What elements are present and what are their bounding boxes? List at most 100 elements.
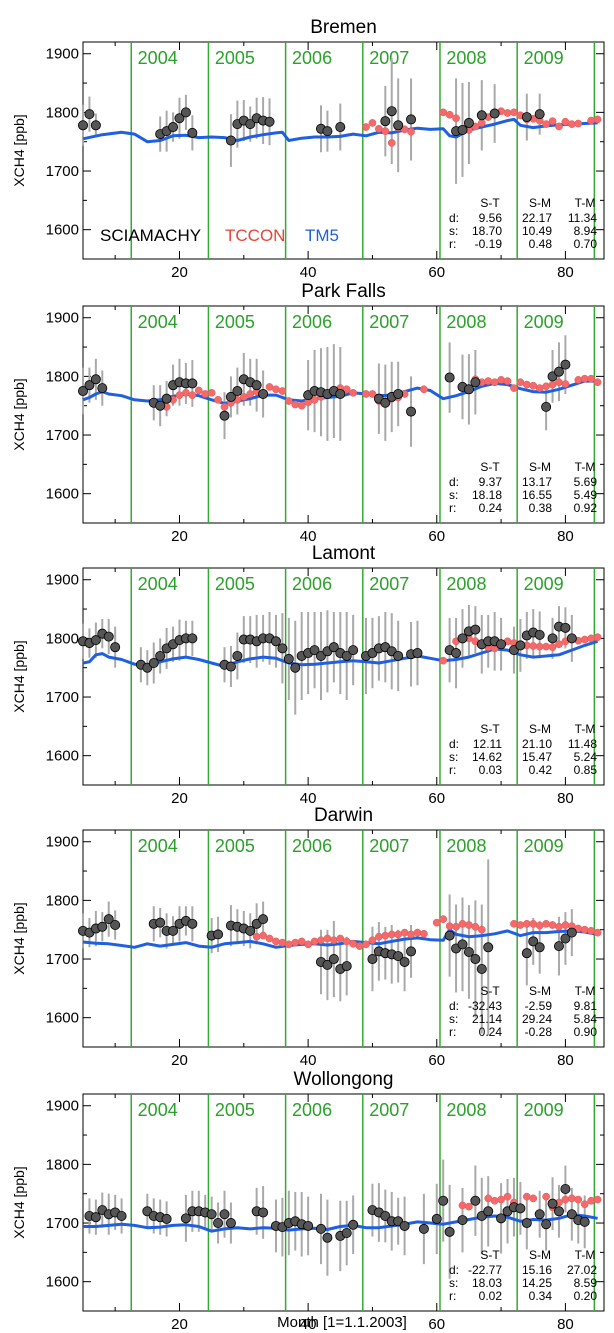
sciamachy-point (380, 116, 391, 127)
tccon-point (561, 921, 570, 929)
tccon-point (317, 936, 325, 945)
sciamachy-point (328, 954, 339, 965)
tccon-point (587, 116, 595, 125)
sciamachy-point (457, 633, 468, 644)
tccon-point (439, 108, 448, 117)
stats-row-label: d: (449, 475, 459, 489)
sciamachy-point (463, 117, 474, 128)
tccon-point (445, 922, 454, 931)
year-label: 2004 (138, 312, 178, 332)
stats-value: 29.24 (522, 1012, 552, 1026)
tccon-point (368, 390, 377, 398)
sciamachy-point (444, 930, 455, 941)
stats-value: 0.02 (479, 1289, 503, 1303)
sciamachy-point (444, 1226, 455, 1237)
tccon-point (477, 119, 486, 127)
x-tick-label: 20 (171, 1316, 188, 1333)
sciamachy-point (90, 120, 101, 131)
x-tick-label: 80 (557, 1052, 574, 1069)
tccon-point (535, 384, 544, 392)
year-label: 2008 (446, 1100, 486, 1120)
tccon-point (368, 119, 377, 127)
sciamachy-point (412, 648, 423, 659)
stats-row-label: r: (449, 763, 456, 777)
stats-header: S-M (529, 196, 551, 210)
tccon-point (510, 108, 518, 117)
tccon-point (555, 378, 563, 387)
tccon-point (580, 635, 589, 644)
sciamachy-point (270, 636, 281, 647)
sciamachy-point (560, 1184, 571, 1195)
sciamachy-point (277, 643, 288, 654)
sciamachy-point (225, 1218, 236, 1229)
y-tick-label: 1600 (46, 222, 79, 239)
stats-header: T-M (575, 196, 596, 210)
tccon-point (381, 127, 390, 135)
stats-header: T-M (575, 722, 596, 736)
sciamachy-point (406, 114, 417, 125)
sciamachy-point (84, 109, 95, 120)
sciamachy-point (90, 374, 101, 385)
stats-value: 0.38 (529, 501, 553, 515)
x-tick-label: 40 (300, 1316, 317, 1333)
tccon-point (310, 937, 319, 946)
tccon-point (349, 939, 357, 948)
sciamachy-point (97, 921, 108, 932)
year-label: 2006 (292, 836, 332, 856)
sciamachy-point (534, 1209, 545, 1220)
stats-value: 0.24 (479, 501, 503, 515)
stats-value: 12.11 (473, 737, 502, 751)
stats-value: 15.47 (522, 750, 552, 764)
sciamachy-point (393, 120, 404, 131)
sciamachy-point (438, 1195, 449, 1206)
sciamachy-point (470, 954, 481, 965)
stats-value: 9.56 (479, 211, 503, 225)
tccon-point (587, 927, 595, 935)
stats-value: 18.18 (472, 488, 502, 502)
tccon-point (535, 642, 544, 651)
tccon-point (522, 380, 531, 389)
sciamachy-point (322, 959, 333, 970)
sciamachy-point (393, 388, 404, 399)
x-tick-label: 60 (428, 1316, 445, 1333)
sciamachy-point (496, 639, 507, 650)
y-tick-label: 1700 (46, 427, 79, 444)
tccon-point (407, 930, 415, 939)
stats-row-label: d: (449, 1263, 459, 1277)
sciamachy-point (521, 948, 532, 959)
sciamachy-point (560, 933, 571, 944)
year-label: 2004 (138, 836, 178, 856)
sciamachy-point (393, 650, 404, 661)
tccon-point (484, 1194, 493, 1203)
tccon-point (239, 393, 248, 401)
sciamachy-point (258, 914, 269, 925)
tccon-point (555, 640, 563, 649)
sciamachy-point (335, 388, 346, 399)
x-tick-label: 60 (428, 1052, 445, 1069)
stats-header: T-M (575, 984, 596, 998)
sciamachy-point (245, 925, 256, 936)
tccon-point (561, 1195, 570, 1204)
stats-header: T-M (575, 1248, 596, 1262)
year-label: 2008 (446, 48, 486, 68)
stats-row-label: s: (449, 750, 458, 764)
stats-row-label: s: (449, 224, 458, 238)
sciamachy-point (180, 1213, 191, 1224)
sciamachy-point (97, 383, 108, 394)
sciamachy-point (457, 1215, 468, 1226)
stats-value: 11.48 (568, 737, 597, 751)
tccon-point (497, 376, 505, 384)
legend-sciamachy: SCIAMACHY (100, 226, 201, 245)
tccon-point (567, 1194, 576, 1203)
tccon-point (413, 928, 422, 937)
sciamachy-point (84, 380, 95, 391)
sciamachy-point (380, 1210, 391, 1221)
sciamachy-point (155, 650, 166, 661)
y-tick-label: 1900 (46, 310, 79, 327)
sciamachy-point (328, 642, 339, 653)
sciamachy-point (476, 963, 487, 974)
plot-frame (82, 41, 605, 260)
x-tick-label: 60 (428, 790, 445, 807)
y-axis-label: XCH4 [ppb] (11, 902, 27, 974)
legend: SCIAMACHY TCCON TM5 (100, 226, 339, 245)
